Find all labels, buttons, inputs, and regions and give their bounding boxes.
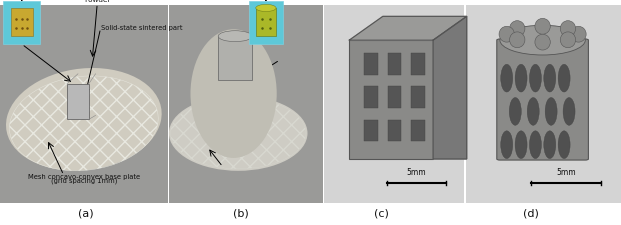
Ellipse shape	[544, 64, 556, 92]
Ellipse shape	[563, 98, 575, 125]
Bar	[388, 53, 401, 75]
Text: 5mm: 5mm	[556, 168, 576, 177]
Ellipse shape	[515, 64, 527, 92]
Text: (a): (a)	[78, 208, 94, 218]
Ellipse shape	[558, 131, 570, 159]
Ellipse shape	[545, 98, 557, 125]
Ellipse shape	[218, 31, 252, 42]
Bar	[3, 0, 40, 44]
FancyBboxPatch shape	[497, 39, 589, 160]
Ellipse shape	[510, 21, 525, 36]
Bar	[218, 36, 252, 80]
Text: (grid spacing 1mm): (grid spacing 1mm)	[51, 178, 117, 184]
Ellipse shape	[544, 131, 556, 159]
Text: Solid-state sintered part: Solid-state sintered part	[101, 25, 182, 31]
Bar	[466, 4, 621, 202]
Bar	[365, 53, 378, 75]
Ellipse shape	[560, 21, 576, 36]
Ellipse shape	[558, 64, 570, 92]
Bar	[411, 120, 425, 141]
Bar	[256, 8, 276, 36]
Ellipse shape	[530, 131, 542, 159]
Ellipse shape	[530, 64, 542, 92]
Bar	[67, 84, 89, 119]
Ellipse shape	[6, 68, 161, 171]
Ellipse shape	[560, 32, 576, 48]
Bar	[324, 4, 464, 202]
Ellipse shape	[535, 18, 550, 34]
Ellipse shape	[256, 4, 276, 11]
Ellipse shape	[499, 26, 514, 42]
Bar	[388, 120, 401, 141]
Bar	[349, 40, 433, 159]
Ellipse shape	[500, 25, 585, 55]
Text: (b): (b)	[233, 208, 249, 218]
Text: (c): (c)	[374, 208, 389, 218]
Bar	[388, 86, 401, 108]
Bar	[0, 4, 168, 202]
Bar	[365, 120, 378, 141]
Bar	[249, 0, 283, 44]
Ellipse shape	[527, 98, 539, 125]
Text: Mesh concavo-convex base plate: Mesh concavo-convex base plate	[28, 174, 140, 180]
Ellipse shape	[509, 98, 521, 125]
Ellipse shape	[571, 26, 586, 42]
Text: 5mm: 5mm	[407, 168, 426, 177]
Ellipse shape	[191, 29, 277, 158]
Ellipse shape	[501, 64, 513, 92]
Text: Powder: Powder	[84, 0, 111, 2]
Ellipse shape	[535, 34, 550, 50]
Bar	[365, 86, 378, 108]
Ellipse shape	[510, 32, 525, 48]
Bar	[411, 86, 425, 108]
Bar	[169, 4, 323, 202]
Ellipse shape	[515, 131, 527, 159]
Ellipse shape	[501, 131, 513, 159]
Ellipse shape	[169, 96, 307, 171]
Text: (d): (d)	[523, 208, 539, 218]
Polygon shape	[433, 16, 467, 159]
Bar	[411, 53, 425, 75]
Bar	[11, 8, 33, 36]
Polygon shape	[349, 16, 467, 40]
